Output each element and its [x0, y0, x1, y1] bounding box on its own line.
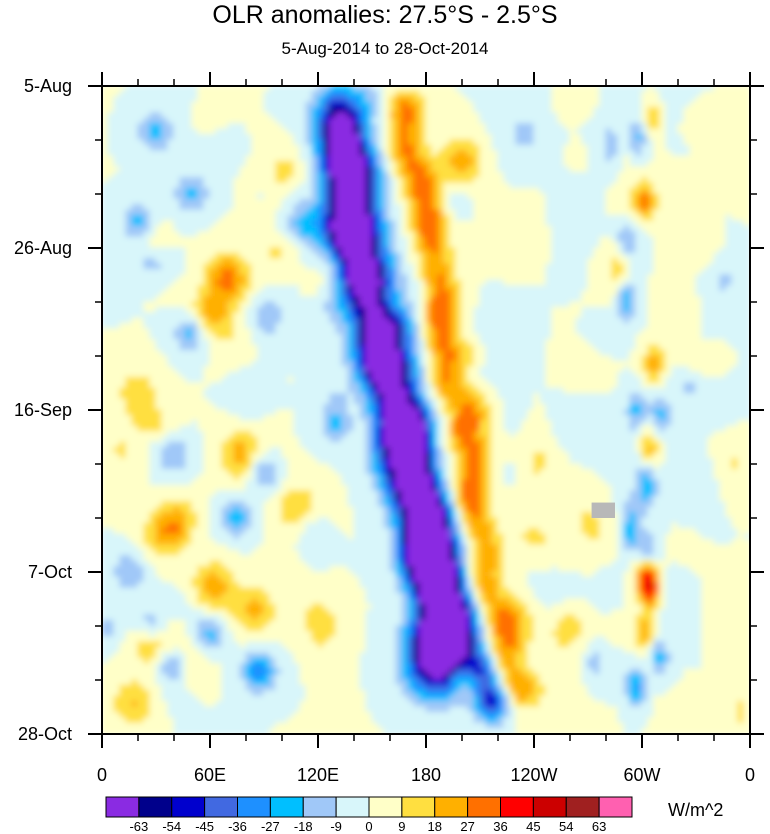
colorbar-swatch [269, 796, 304, 818]
colorbar-swatch [105, 796, 140, 818]
colorbar-swatch [138, 796, 173, 818]
chart-subtitle: 5-Aug-2014 to 28-Oct-2014 [281, 39, 489, 58]
y-tick-label: 16-Sep [14, 400, 72, 420]
colorbar-tick-label: -63 [129, 819, 148, 834]
y-tick-label: 5-Aug [24, 76, 72, 96]
chart-title: OLR anomalies: 27.5°S - 2.5°S [212, 1, 558, 29]
colorbar-tick-label: 0 [365, 819, 372, 834]
colorbar-tick-label: 9 [398, 819, 405, 834]
y-tick-label: 26-Aug [14, 238, 72, 258]
x-tick-label: 120E [297, 765, 339, 785]
colorbar-tick-label: 45 [526, 819, 540, 834]
colorbar-swatch [598, 796, 633, 818]
colorbar-swatch [302, 796, 337, 818]
x-tick-label: 0 [97, 765, 107, 785]
colorbar-swatch [237, 796, 271, 818]
colorbar-swatch [467, 796, 501, 818]
colorbar-tick-label: -54 [162, 819, 181, 834]
colorbar-tick-label: 18 [428, 819, 442, 834]
colorbar-tick-label: 36 [493, 819, 507, 834]
colorbar-units: W/m^2 [668, 800, 723, 820]
anomaly-field [102, 86, 750, 734]
colorbar-tick-label: -27 [261, 819, 280, 834]
x-tick-label: 180 [411, 765, 441, 785]
colorbar-tick-label: 54 [559, 819, 573, 834]
colorbar-tick-label: 63 [592, 819, 606, 834]
colorbar-swatch [532, 796, 567, 818]
y-tick-label: 7-Oct [28, 562, 72, 582]
missing-data-patch [591, 502, 615, 518]
axes: 5-Aug 26-Aug 16-Sep 7-Oct 28-Oct 0 60E 120E 180 1… [14, 72, 764, 785]
colorbar-swatch [335, 796, 370, 818]
colorbar-swatch [434, 796, 469, 818]
colorbar-tick-label: -18 [294, 819, 313, 834]
colorbar-swatch [500, 796, 534, 818]
x-tick-label: 120W [510, 765, 557, 785]
colorbar-swatch [401, 796, 436, 818]
colorbar-tick-label: -45 [195, 819, 214, 834]
colorbar-tick-label: -9 [330, 819, 342, 834]
y-tick-label: 28-Oct [18, 724, 72, 744]
x-tick-label: 60W [623, 765, 660, 785]
colorbar-tick-label: -36 [228, 819, 247, 834]
x-tick-label: 0 [745, 765, 755, 785]
colorbar-swatch [368, 796, 403, 818]
colorbar-swatch [565, 796, 600, 818]
colorbar-swatch [204, 796, 238, 818]
missing-data-layer [591, 502, 615, 518]
anomaly-field-cells [102, 86, 750, 734]
colorbar-tick-label: 27 [460, 819, 474, 834]
x-tick-label: 60E [194, 765, 226, 785]
colorbar-swatch [171, 796, 206, 818]
colorbar: -63 -54 -45 -36 -27 -18 -9 0 9 18 27 36 45 54 63 [105, 796, 633, 834]
